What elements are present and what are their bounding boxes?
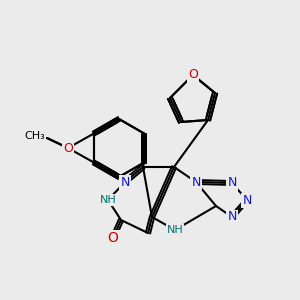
Text: N: N — [191, 176, 201, 188]
Text: O: O — [188, 68, 198, 82]
Text: N: N — [120, 176, 130, 188]
Text: N: N — [227, 176, 237, 190]
Text: NH: NH — [167, 225, 183, 235]
Text: O: O — [188, 68, 198, 82]
Text: CH₃: CH₃ — [25, 131, 45, 141]
Text: N: N — [227, 211, 237, 224]
Text: O: O — [63, 142, 73, 154]
Text: CH₃: CH₃ — [25, 131, 45, 141]
Text: NH: NH — [100, 195, 116, 205]
Text: O: O — [108, 231, 118, 245]
Text: O: O — [63, 142, 73, 154]
Text: N: N — [242, 194, 252, 206]
